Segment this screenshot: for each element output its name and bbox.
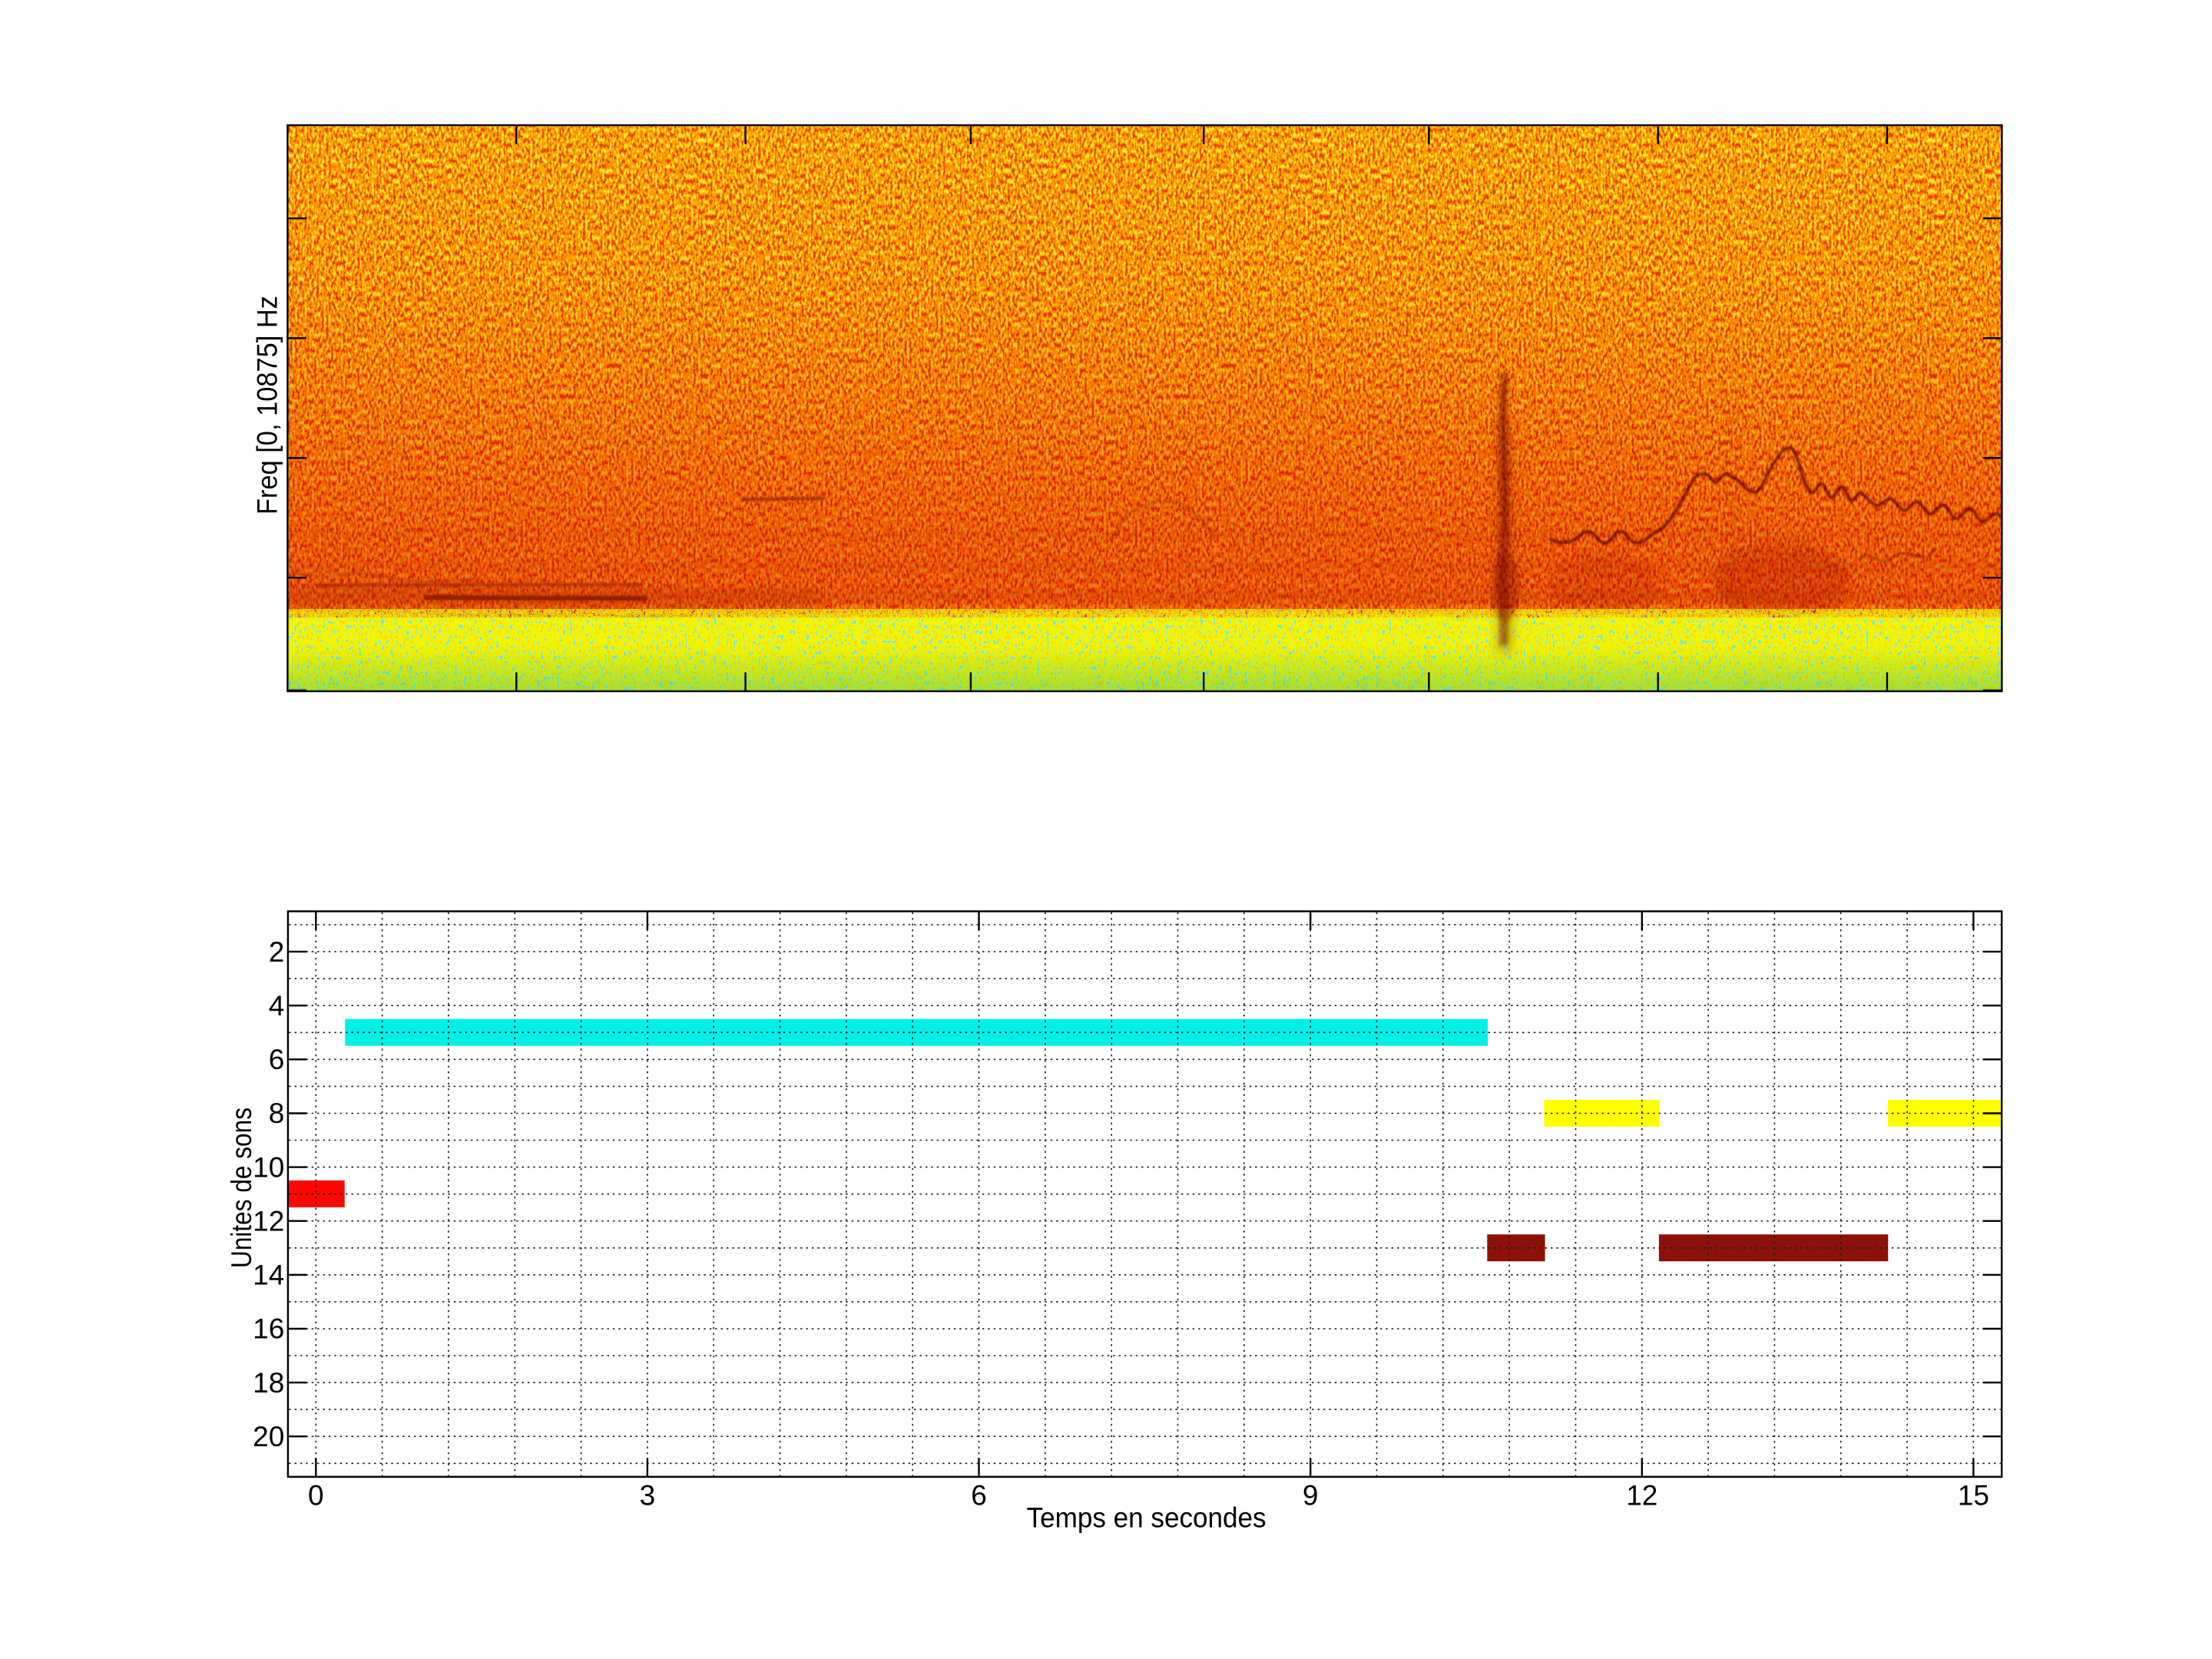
- svg-text:14: 14: [253, 1260, 284, 1291]
- svg-text:10: 10: [253, 1151, 284, 1183]
- svg-text:18: 18: [253, 1367, 284, 1399]
- svg-text:3: 3: [640, 1480, 656, 1512]
- svg-text:12: 12: [253, 1205, 284, 1237]
- svg-text:16: 16: [253, 1313, 284, 1345]
- svg-text:4: 4: [269, 990, 285, 1022]
- svg-text:2: 2: [269, 936, 285, 968]
- svg-text:9: 9: [1303, 1480, 1319, 1512]
- svg-text:Freq [0, 10875] Hz: Freq [0, 10875] Hz: [252, 296, 283, 515]
- svg-text:6: 6: [269, 1044, 285, 1075]
- svg-text:Unites de sons: Unites de sons: [226, 1108, 257, 1268]
- svg-text:6: 6: [971, 1480, 987, 1512]
- svg-text:8: 8: [269, 1098, 285, 1129]
- svg-text:15: 15: [1958, 1480, 1989, 1512]
- svg-text:0: 0: [308, 1480, 324, 1512]
- svg-text:Temps en secondes: Temps en secondes: [1027, 1502, 1267, 1534]
- svg-text:20: 20: [253, 1421, 284, 1452]
- svg-text:12: 12: [1626, 1480, 1657, 1512]
